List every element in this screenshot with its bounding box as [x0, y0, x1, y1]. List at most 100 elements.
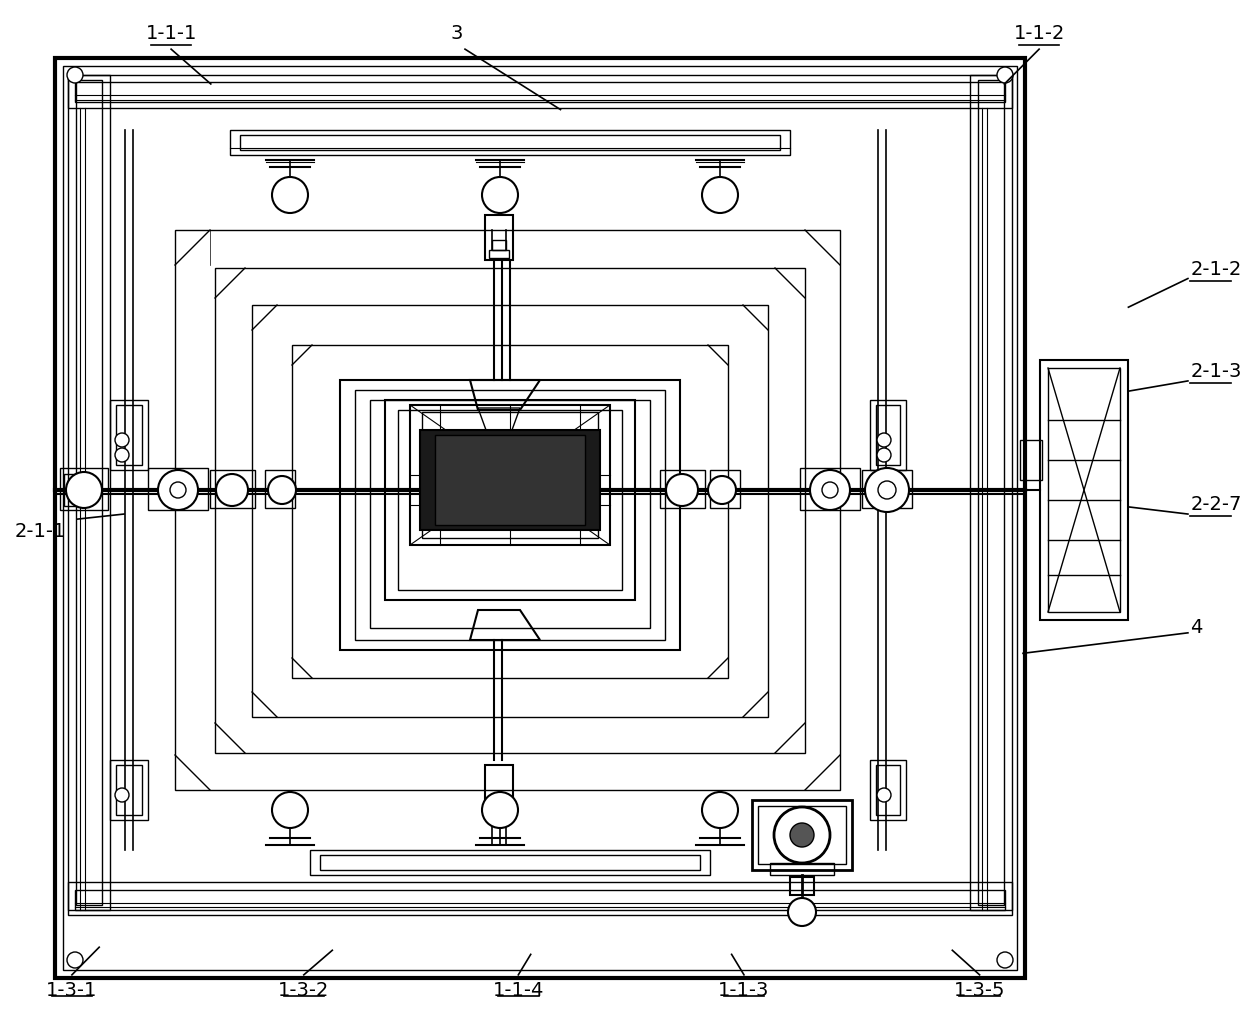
Bar	[76, 80, 102, 905]
Bar	[229, 130, 790, 155]
Text: 2-1-1: 2-1-1	[15, 522, 66, 542]
Bar	[117, 406, 143, 465]
Circle shape	[866, 468, 909, 512]
Circle shape	[482, 177, 518, 213]
Bar	[398, 410, 622, 590]
Text: 3: 3	[450, 24, 463, 43]
Bar	[660, 470, 706, 508]
Bar	[68, 75, 1012, 108]
Circle shape	[67, 952, 83, 968]
Circle shape	[157, 470, 198, 510]
Text: 2-2-7: 2-2-7	[1190, 495, 1240, 514]
Bar	[410, 406, 610, 545]
Text: 1-1-2: 1-1-2	[1013, 24, 1065, 43]
Text: 1-1-3: 1-1-3	[718, 981, 770, 1000]
Bar	[63, 66, 1017, 970]
Bar	[492, 812, 506, 822]
Bar	[875, 765, 900, 815]
Bar	[64, 474, 78, 506]
Circle shape	[272, 792, 308, 828]
Bar	[770, 863, 835, 874]
Bar	[110, 760, 148, 820]
Bar	[241, 135, 780, 150]
Circle shape	[115, 788, 129, 802]
Bar	[485, 765, 513, 810]
Bar	[370, 400, 650, 628]
Bar	[489, 250, 508, 258]
Circle shape	[702, 792, 738, 828]
Bar	[74, 82, 1004, 102]
Bar	[489, 807, 508, 815]
Circle shape	[67, 67, 83, 83]
Circle shape	[666, 474, 698, 506]
Bar	[384, 400, 635, 600]
Bar	[110, 400, 148, 470]
Bar	[355, 390, 665, 640]
Text: 1-3-1: 1-3-1	[46, 981, 98, 1000]
Circle shape	[170, 482, 186, 498]
Text: 1-3-5: 1-3-5	[954, 981, 1006, 1000]
Bar	[420, 430, 600, 530]
Bar	[970, 75, 1012, 910]
Bar	[751, 800, 852, 870]
Bar	[320, 855, 701, 870]
Text: 4: 4	[1190, 617, 1203, 637]
Bar	[492, 240, 506, 250]
Bar	[800, 468, 861, 510]
Text: 2-1-2: 2-1-2	[1190, 259, 1240, 279]
Bar	[435, 435, 585, 525]
Circle shape	[997, 67, 1013, 83]
Bar	[148, 468, 208, 510]
Circle shape	[877, 433, 892, 447]
Bar	[875, 406, 900, 465]
Bar	[215, 268, 805, 753]
Bar	[862, 470, 911, 508]
Bar	[485, 215, 513, 260]
Text: 2-1-3: 2-1-3	[1190, 361, 1240, 381]
Bar	[291, 345, 728, 678]
Bar	[422, 412, 598, 538]
Circle shape	[997, 952, 1013, 968]
Circle shape	[877, 788, 892, 802]
Bar	[340, 380, 680, 650]
Bar	[758, 806, 846, 864]
Bar	[55, 58, 1025, 978]
Bar	[1021, 440, 1042, 480]
Circle shape	[877, 449, 892, 462]
Circle shape	[787, 898, 816, 926]
Bar	[74, 890, 1004, 910]
Circle shape	[66, 472, 102, 508]
Bar	[175, 230, 839, 790]
Circle shape	[822, 482, 838, 498]
Text: 1-3-2: 1-3-2	[278, 981, 330, 1000]
Text: 1-1-1: 1-1-1	[145, 24, 197, 43]
Bar	[265, 470, 295, 508]
Bar	[117, 765, 143, 815]
Bar	[60, 468, 108, 510]
Bar	[978, 80, 1004, 905]
Bar	[252, 305, 768, 717]
Bar	[68, 75, 110, 910]
Bar	[870, 400, 906, 470]
Circle shape	[115, 449, 129, 462]
Circle shape	[268, 476, 296, 504]
Bar	[790, 877, 813, 895]
Circle shape	[702, 177, 738, 213]
Circle shape	[708, 476, 737, 504]
Circle shape	[272, 177, 308, 213]
Bar	[1040, 360, 1128, 620]
Circle shape	[482, 792, 518, 828]
Circle shape	[810, 470, 849, 510]
Bar	[711, 470, 740, 508]
Bar	[210, 470, 255, 508]
Circle shape	[216, 474, 248, 506]
Bar	[1048, 368, 1120, 612]
Text: 1-1-4: 1-1-4	[492, 981, 544, 1000]
Bar	[870, 760, 906, 820]
Circle shape	[115, 433, 129, 447]
Circle shape	[790, 823, 813, 847]
Bar	[68, 882, 1012, 915]
Circle shape	[878, 481, 897, 499]
Bar	[310, 850, 711, 874]
Circle shape	[774, 807, 830, 863]
